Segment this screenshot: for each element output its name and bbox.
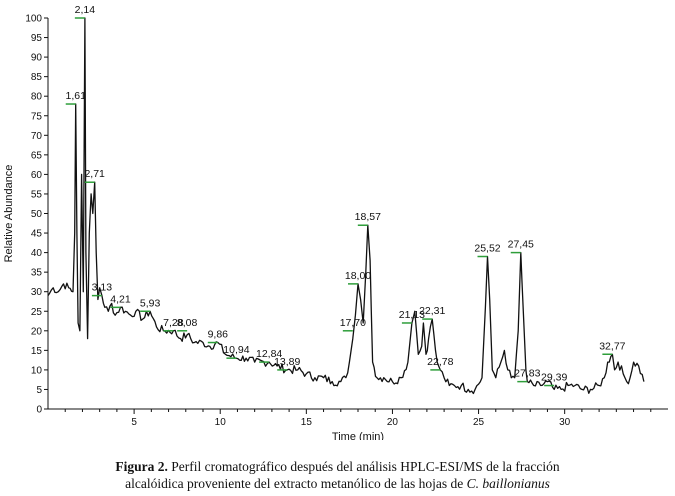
peak-label: 22,78 (427, 356, 453, 368)
y-tick-label: 55 (31, 189, 43, 200)
y-tick-label: 45 (31, 229, 43, 240)
x-tick-label: 25 (473, 417, 485, 428)
y-tick-label: 25 (31, 307, 43, 318)
y-tick-label: 10 (31, 365, 43, 376)
peak-label: 7,28 (163, 317, 184, 329)
peak-label: 4,21 (110, 293, 131, 305)
y-tick-label: 60 (31, 170, 43, 181)
peak-label: 25,52 (474, 243, 500, 255)
y-tick-label: 5 (36, 385, 42, 396)
x-tick-label: 10 (215, 417, 227, 428)
figure-number: Figura 2. (115, 459, 168, 474)
x-tick-label: 15 (301, 417, 313, 428)
y-axis-ticks: 0 5 10 15 20 25 30 35 40 45 50 55 60 65 70 75 80 85 90 95 10… (25, 14, 48, 416)
y-tick-label: 70 (31, 131, 43, 142)
peak-label: 18,00 (345, 270, 371, 282)
peak-label: 22,31 (419, 305, 445, 317)
peak-label: 27,45 (508, 239, 534, 251)
y-tick-label: 65 (31, 150, 43, 161)
y-tick-label: 35 (31, 268, 43, 279)
peak-label: 2,71 (84, 168, 105, 180)
peak-label: 29,39 (541, 372, 567, 384)
peak-label: 12,84 (256, 348, 282, 360)
peak-label: 10,94 (223, 344, 249, 356)
y-tick-label: 75 (31, 111, 43, 122)
caption-line-2: alcalóidica proveniente del extracto met… (0, 475, 675, 492)
peak-label: 32,77 (599, 340, 625, 352)
y-tick-label: 50 (31, 209, 43, 220)
peak-annotations: 1,61 2,14 2,71 3,134,21 5,937,288,08 9,86 10,9… (66, 4, 626, 387)
chromatogram-trace (47, 17, 645, 395)
peak-label: 3,13 (92, 282, 113, 294)
caption-text-2: alcalóidica proveniente del extracto met… (125, 476, 464, 491)
peak-label: 5,93 (140, 297, 161, 309)
peak-label: 8,08 (177, 317, 198, 329)
peak-label: 21,13 (399, 309, 425, 321)
y-tick-label: 95 (31, 33, 43, 44)
peak-label: 9,86 (208, 329, 229, 341)
y-tick-label: 20 (31, 326, 43, 337)
x-axis-ticks: 5 10 15 20 25 30 (64, 409, 652, 428)
y-tick-label: 0 (36, 405, 42, 416)
figure-caption: Figura 2. Perfil cromatográfico después … (0, 458, 675, 492)
caption-text-1: Perfil cromatográfico después del anális… (171, 459, 560, 474)
y-tick-label: 40 (31, 248, 43, 259)
peak-label: 18,57 (355, 211, 381, 223)
y-tick-label: 80 (31, 92, 43, 103)
peak-label: 1,61 (66, 90, 87, 102)
y-tick-label: 30 (31, 287, 43, 298)
peak-label: 2,14 (75, 4, 96, 16)
peak-label: 17,70 (340, 317, 366, 329)
species-name: C. baillonianus (466, 476, 550, 491)
x-tick-label: 20 (387, 417, 399, 428)
x-tick-label: 5 (131, 417, 137, 428)
y-tick-label: 100 (25, 14, 42, 25)
peak-label: 27,83 (514, 368, 540, 380)
x-tick-label: 30 (559, 417, 571, 428)
x-axis-title: Time (min) (332, 431, 384, 440)
y-tick-label: 85 (31, 72, 43, 83)
y-tick-label: 15 (31, 346, 43, 357)
y-tick-label: 90 (31, 53, 43, 64)
peak-label: 13,89 (274, 356, 300, 368)
y-axis-title: Relative Abundance (3, 165, 15, 263)
chromatogram-chart: 0 5 10 15 20 25 30 35 40 45 50 55 60 65 70 75 80 85 90 95 10… (3, 4, 668, 440)
caption-line-1: Figura 2. Perfil cromatográfico después … (0, 458, 675, 475)
